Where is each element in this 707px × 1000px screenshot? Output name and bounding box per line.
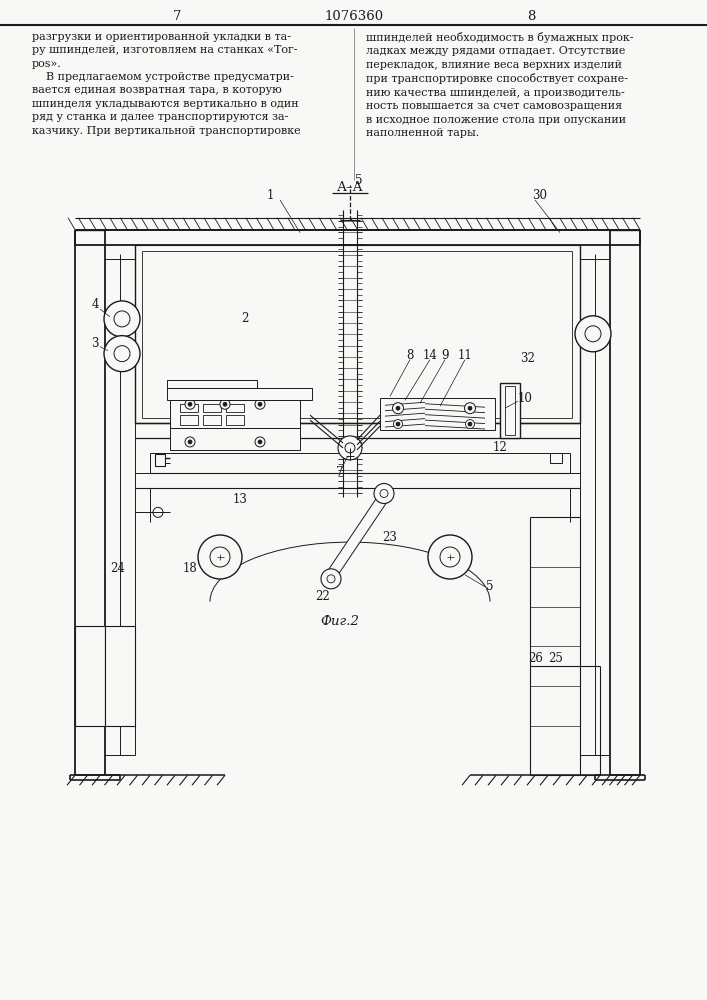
Circle shape <box>464 403 476 414</box>
Circle shape <box>104 336 140 372</box>
Circle shape <box>210 547 230 567</box>
Text: 7: 7 <box>173 9 181 22</box>
Circle shape <box>188 402 192 406</box>
Circle shape <box>428 535 472 579</box>
Text: 11: 11 <box>457 349 472 362</box>
Text: 5: 5 <box>486 580 493 593</box>
Bar <box>170 400 300 428</box>
Text: 5: 5 <box>355 174 363 186</box>
Circle shape <box>321 569 341 589</box>
Bar <box>105 626 135 726</box>
Text: 10: 10 <box>518 392 532 405</box>
Text: 1: 1 <box>267 189 274 202</box>
Circle shape <box>468 406 472 410</box>
Circle shape <box>374 484 394 504</box>
Circle shape <box>575 316 611 352</box>
Text: 26: 26 <box>529 652 544 665</box>
Circle shape <box>258 402 262 406</box>
Text: А–А: А–А <box>337 181 363 194</box>
Bar <box>226 415 244 425</box>
Bar <box>226 404 244 412</box>
Circle shape <box>465 420 474 429</box>
Circle shape <box>392 403 404 414</box>
Circle shape <box>380 490 388 498</box>
Circle shape <box>153 507 163 517</box>
Text: 32: 32 <box>520 352 535 365</box>
Text: 23: 23 <box>382 531 397 544</box>
Circle shape <box>114 311 130 327</box>
Text: 12: 12 <box>493 441 508 454</box>
Circle shape <box>440 547 460 567</box>
Text: 2: 2 <box>241 312 249 325</box>
Text: 1076360: 1076360 <box>325 9 384 22</box>
Bar <box>75 626 105 726</box>
Circle shape <box>258 440 262 444</box>
Bar <box>203 415 221 425</box>
Text: 9: 9 <box>441 349 449 362</box>
Text: 14: 14 <box>423 349 438 362</box>
Text: 8: 8 <box>527 9 535 22</box>
Bar <box>550 453 562 463</box>
Circle shape <box>585 326 601 342</box>
Text: 13: 13 <box>233 493 247 506</box>
Circle shape <box>345 443 355 453</box>
Text: 30: 30 <box>532 189 547 202</box>
Circle shape <box>396 406 400 410</box>
Bar <box>155 454 165 466</box>
Circle shape <box>220 399 230 409</box>
Bar <box>203 404 221 412</box>
Circle shape <box>396 422 400 426</box>
Circle shape <box>198 535 242 579</box>
Text: 24: 24 <box>110 562 125 575</box>
Text: 4: 4 <box>91 298 99 311</box>
Circle shape <box>114 346 130 362</box>
Text: 25: 25 <box>549 652 563 665</box>
Circle shape <box>223 402 227 406</box>
Circle shape <box>255 437 265 447</box>
Text: 7: 7 <box>337 466 344 479</box>
Bar <box>167 380 257 388</box>
Text: 8: 8 <box>407 349 414 362</box>
Circle shape <box>104 301 140 337</box>
Text: 18: 18 <box>182 562 197 575</box>
Text: шпинделей необходимость в бумажных прок-
ладках между рядами отпадает. Отсутстви: шпинделей необходимость в бумажных прок-… <box>366 32 633 138</box>
Text: 3: 3 <box>91 337 99 350</box>
Bar <box>180 415 198 425</box>
Bar <box>180 404 198 412</box>
Bar <box>380 398 495 430</box>
Text: Фиг.2: Фиг.2 <box>320 615 359 628</box>
Bar <box>167 388 312 400</box>
Circle shape <box>468 422 472 426</box>
Text: 22: 22 <box>315 590 330 603</box>
Circle shape <box>188 440 192 444</box>
Circle shape <box>338 436 362 460</box>
Bar <box>505 386 515 435</box>
Circle shape <box>327 575 335 583</box>
Circle shape <box>185 437 195 447</box>
Bar <box>170 428 300 450</box>
Text: разгрузки и ориентированной укладки в та-
ру шпинделей, изготовляем на станках «: разгрузки и ориентированной укладки в та… <box>32 32 300 136</box>
Circle shape <box>255 399 265 409</box>
Circle shape <box>394 420 402 429</box>
Circle shape <box>185 399 195 409</box>
Polygon shape <box>325 497 390 575</box>
Bar <box>500 383 520 438</box>
